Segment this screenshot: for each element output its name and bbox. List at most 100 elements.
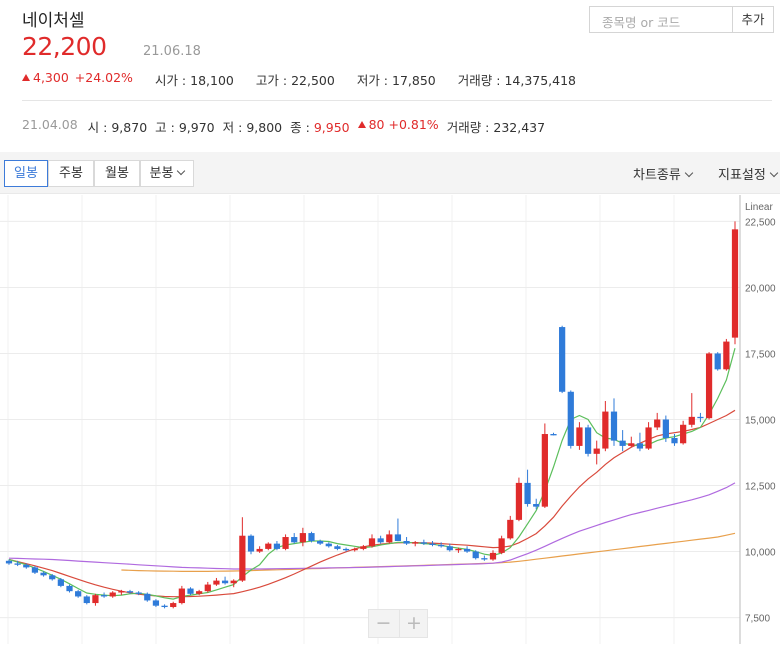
- ma20-line: [8, 409, 736, 598]
- candle-body: [213, 580, 220, 585]
- candle-body: [463, 548, 471, 552]
- y-tick-label: 20,000: [745, 283, 776, 294]
- stock-header: 네이처셀 22,200 21.06.18 4,300 +24.02% 시가 : …: [0, 0, 780, 101]
- info-date: 21.04.08: [22, 117, 78, 132]
- candle-body: [498, 538, 505, 553]
- candle-body: [515, 482, 523, 520]
- candle-body: [14, 563, 21, 565]
- change-amount: 4,300: [22, 70, 69, 89]
- zoom-out-button[interactable]: −: [375, 612, 392, 634]
- candle-body: [645, 427, 652, 449]
- candle-body: [610, 411, 618, 441]
- candle-body: [567, 391, 574, 446]
- candle-body: [135, 592, 142, 594]
- info-open: 시 : 9,870: [87, 120, 148, 135]
- divider: [22, 100, 772, 101]
- candle-body: [688, 416, 695, 425]
- candle-body: [524, 482, 531, 505]
- candle-body: [368, 538, 376, 547]
- candle-body: [299, 533, 306, 543]
- change-percent: +24.02%: [74, 70, 133, 85]
- candle-body: [57, 579, 64, 586]
- y-tick-label: 17,500: [745, 349, 776, 360]
- add-button[interactable]: 추가: [732, 6, 774, 33]
- candle-body: [342, 548, 350, 551]
- candle-body: [489, 552, 497, 560]
- candle-body: [83, 596, 90, 604]
- candle-body: [221, 580, 229, 584]
- zoom-in-button[interactable]: +: [399, 610, 428, 637]
- candle-body: [66, 585, 73, 592]
- crosshair-info: 21.04.08 시 : 9,870 고 : 9,970 저 : 9,800 종…: [22, 117, 545, 136]
- candle-body: [429, 543, 436, 545]
- candle-body: [230, 580, 237, 584]
- tab-daily[interactable]: 일봉: [4, 160, 48, 187]
- info-change: 80 +0.81%: [357, 117, 439, 136]
- open-price: 시가 : 18,100: [154, 73, 234, 88]
- price-chart[interactable]: 7,500 10,000 12,500 15,000 17,500 20,000 22,50…: [0, 195, 780, 644]
- chevron-down-icon: [769, 168, 779, 178]
- candle-body: [247, 535, 255, 552]
- candle-body: [49, 575, 56, 580]
- up-triangle-icon: [22, 74, 30, 81]
- candle-body: [680, 424, 687, 444]
- candle-body: [705, 353, 713, 419]
- chart-toolbar: 일봉 주봉 월봉 분봉 차트종류 지표설정: [0, 152, 780, 194]
- candle-body: [662, 419, 669, 438]
- info-volume: 거래량 : 232,437: [446, 120, 546, 135]
- candle-body: [334, 546, 341, 549]
- candle-body: [593, 448, 600, 454]
- candle-body: [723, 341, 730, 370]
- candle-body: [196, 591, 203, 594]
- candle-body: [256, 548, 263, 552]
- candlestick-chart[interactable]: 7,500 10,000 12,500 15,000 17,500 20,000 22,50…: [0, 195, 780, 644]
- chevron-down-icon: [177, 166, 186, 176]
- candle-body: [507, 519, 514, 539]
- candle-body: [178, 588, 185, 604]
- tab-monthly[interactable]: 월봉: [94, 160, 140, 187]
- candle-body: [5, 560, 13, 564]
- candle-body: [559, 327, 566, 392]
- tab-weekly[interactable]: 주봉: [48, 160, 94, 187]
- candle-body: [671, 437, 678, 444]
- y-tick-label: 7,500: [745, 614, 770, 625]
- info-high: 고 : 9,970: [155, 120, 215, 135]
- candle-body: [636, 443, 644, 449]
- candle-body: [360, 546, 367, 549]
- candle-body: [533, 504, 540, 507]
- candle-body: [472, 551, 479, 559]
- ma5-line: [8, 348, 736, 600]
- candle-body: [265, 543, 272, 549]
- candle-body: [550, 434, 557, 436]
- candle-body: [403, 540, 410, 544]
- up-triangle-icon: [357, 121, 366, 128]
- candle-body: [394, 534, 402, 541]
- candle-body: [386, 534, 393, 543]
- candle-body: [170, 603, 177, 608]
- y-tick-label: 15,000: [745, 416, 776, 427]
- candle-body: [619, 440, 626, 446]
- candle-body: [455, 548, 462, 551]
- volume: 거래량 : 14,375,418: [457, 73, 577, 88]
- candle-body: [602, 411, 609, 449]
- candle-body: [377, 538, 384, 543]
- tab-minute[interactable]: 분봉: [140, 160, 194, 187]
- info-low: 저 : 9,800: [222, 120, 283, 135]
- ma60-line: [8, 482, 736, 570]
- candle-body: [152, 600, 160, 606]
- candle-body: [317, 540, 324, 544]
- candle-body: [204, 584, 211, 592]
- candle-body: [576, 427, 583, 446]
- candle-body: [161, 605, 168, 608]
- search-input[interactable]: 종목명 or 코드: [589, 6, 733, 33]
- candle-body: [481, 558, 488, 560]
- chart-type-menu[interactable]: 차트종류: [633, 164, 694, 183]
- candle-body: [412, 542, 419, 544]
- candle-body: [584, 427, 592, 454]
- candle-body: [654, 419, 661, 428]
- candle-body: [100, 595, 108, 597]
- candle-body: [697, 416, 704, 419]
- chevron-down-icon: [684, 168, 694, 178]
- indicator-settings-menu[interactable]: 지표설정: [718, 164, 779, 183]
- candle-body: [438, 544, 445, 547]
